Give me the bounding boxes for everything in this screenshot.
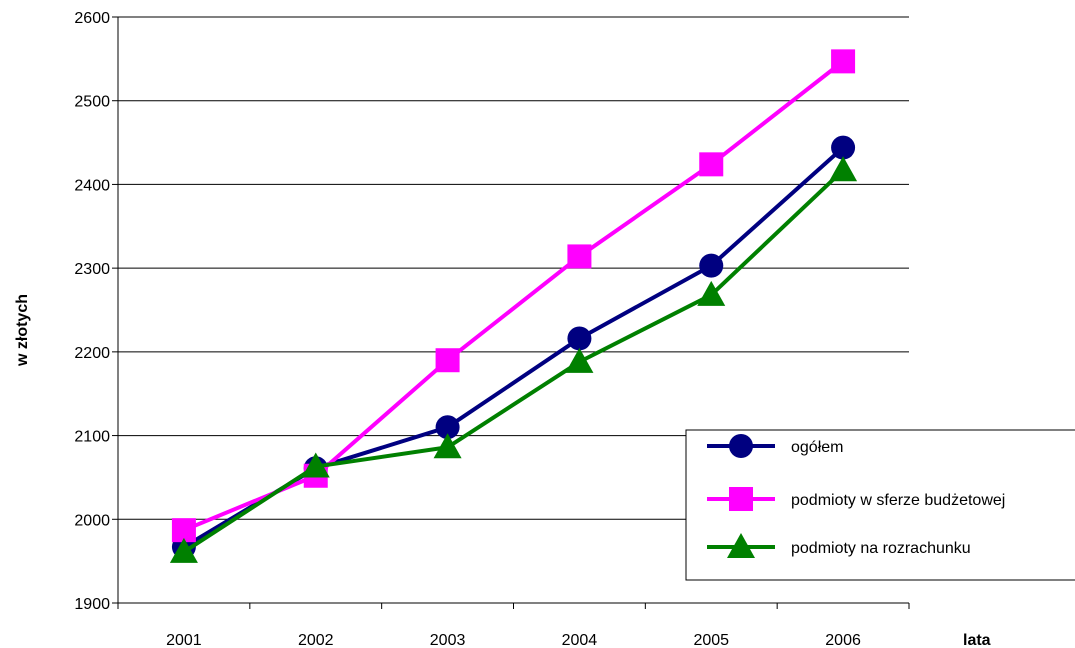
legend-label: podmioty na rozrachunku — [791, 540, 971, 557]
x-tick-labels: 2001 2002 2003 2004 2005 2006 — [117, 603, 910, 648]
data-point-square — [567, 244, 592, 269]
y-tick-label: 2100 — [74, 429, 110, 446]
data-point-square — [435, 348, 460, 373]
y-tick-label: 2000 — [74, 512, 110, 529]
data-point-square — [831, 49, 856, 74]
data-point-circle — [831, 135, 856, 160]
data-point-square — [699, 152, 724, 177]
data-point-circle — [435, 415, 460, 440]
x-axis-title: lata — [963, 632, 991, 648]
data-point-triangle — [169, 537, 198, 563]
series-line — [183, 59, 845, 533]
x-tick-label: 2001 — [166, 632, 202, 648]
data-point-triangle — [697, 280, 726, 306]
legend-marker-triangle — [727, 533, 755, 558]
series — [169, 49, 858, 563]
data-point-triangle — [301, 452, 330, 478]
y-tick-label: 2400 — [74, 177, 110, 194]
data-point-triangle — [829, 156, 858, 182]
y-tick-label: 2500 — [74, 94, 110, 111]
data-point-triangle — [565, 347, 594, 373]
legend-label: podmioty w sferze budżetowej — [791, 492, 1005, 509]
y-tick-label: 2200 — [74, 345, 110, 362]
legend: ogółem podmioty w sferze budżetowej podmio… — [685, 429, 1075, 581]
legend-item: podmioty na rozrachunku — [707, 533, 971, 558]
y-tick-label: 1900 — [74, 596, 110, 613]
x-tick-label: 2002 — [298, 632, 334, 648]
data-point-triangle — [433, 433, 462, 459]
series-line — [182, 168, 845, 554]
x-tick-label: 2004 — [562, 632, 598, 648]
x-tick-label: 2006 — [825, 632, 861, 648]
y-tick-label: 2300 — [74, 261, 110, 278]
legend-item: ogółem — [707, 434, 843, 458]
x-tick-label: 2005 — [693, 632, 729, 648]
legend-item: podmioty w sferze budżetowej — [707, 487, 1005, 511]
legend-marker-square — [729, 487, 753, 511]
gridlines — [118, 16, 909, 520]
y-tick-label: 2600 — [74, 10, 110, 27]
data-point-circle — [567, 326, 592, 351]
legend-label: ogółem — [791, 439, 843, 456]
data-point-circle — [699, 253, 724, 278]
legend-marker-circle — [729, 434, 753, 458]
y-axis-title: w złotych — [14, 294, 31, 367]
y-tick-labels: 1900 2000 2100 2200 2300 2400 2500 2600 — [74, 10, 118, 613]
series-2 — [169, 156, 858, 563]
x-tick-label: 2003 — [430, 632, 466, 648]
